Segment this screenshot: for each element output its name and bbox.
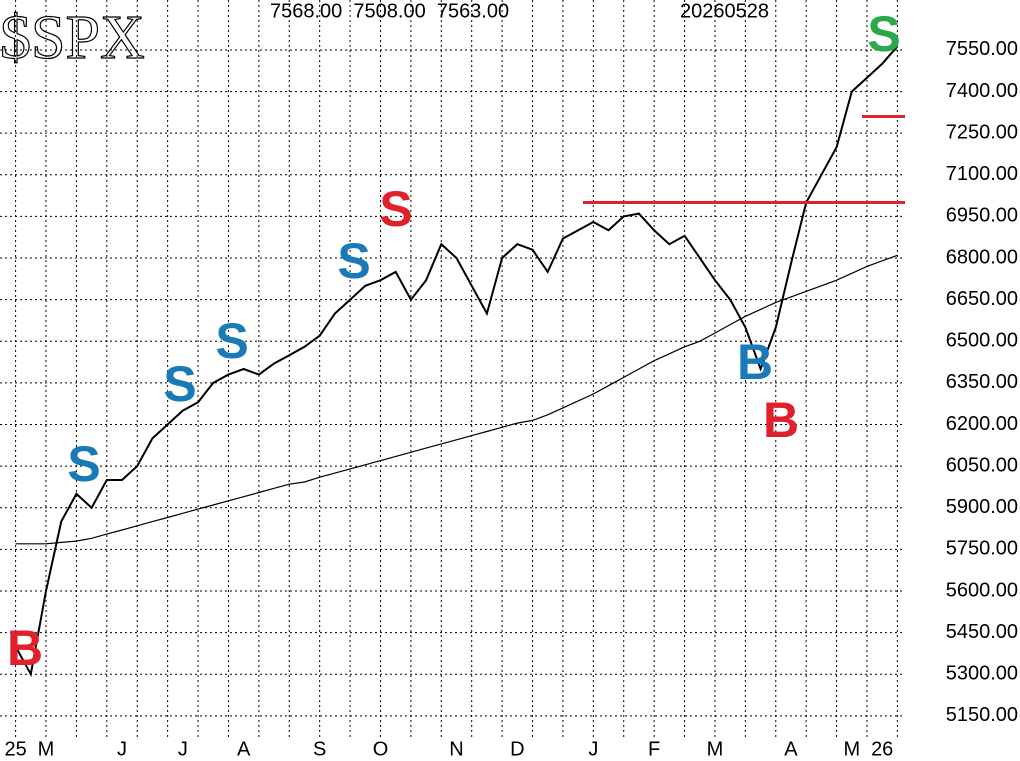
signal-label: B [737, 334, 773, 390]
x-tick-label: D [510, 738, 524, 760]
y-tick-label: 6500.00 [946, 330, 1018, 352]
x-tick-label: N [449, 738, 463, 760]
x-tick-label: A [784, 738, 798, 760]
y-tick-label: 7100.00 [946, 163, 1018, 185]
signal-label: S [215, 313, 248, 369]
x-tick-label: M [707, 738, 724, 760]
signal-label: S [867, 6, 900, 62]
y-tick-label: 5750.00 [946, 538, 1018, 560]
signal-label: B [7, 620, 43, 676]
x-tick-label: O [373, 738, 389, 760]
signal-label: S [163, 356, 196, 412]
x-tick-label: A [237, 738, 251, 760]
x-tick-label: M [843, 738, 860, 760]
y-tick-label: 6950.00 [946, 205, 1018, 227]
y-tick-label: 5300.00 [946, 663, 1018, 685]
y-tick-label: 7550.00 [946, 38, 1018, 60]
x-tick-label: S [313, 738, 326, 760]
y-tick-label: 6200.00 [946, 413, 1018, 435]
y-tick-label: 5600.00 [946, 579, 1018, 601]
x-tick-label: 25 [4, 738, 26, 760]
y-tick-label: 6050.00 [946, 454, 1018, 476]
y-tick-label: 5150.00 [946, 704, 1018, 726]
x-tick-label: M [38, 738, 55, 760]
price-line [15, 254, 898, 545]
x-tick-label: J [178, 738, 188, 760]
signal-label: S [379, 181, 412, 237]
y-tick-label: 6650.00 [946, 288, 1018, 310]
x-tick-label: J [117, 738, 127, 760]
y-tick-label: 7400.00 [946, 80, 1018, 102]
date-label: 20260528 [680, 0, 769, 22]
y-tick-label: 5900.00 [946, 496, 1018, 518]
signal-label: S [67, 436, 100, 492]
x-tick-label: F [648, 738, 660, 760]
price-line [14, 45, 899, 678]
y-tick-label: 7250.00 [946, 121, 1018, 143]
ohlc-label: 7568.00 7508.00 7563.00 [270, 0, 509, 22]
x-tick-label: J [588, 738, 598, 760]
y-tick-label: 6350.00 [946, 371, 1018, 393]
y-tick-label: 6800.00 [946, 246, 1018, 268]
signal-label: B [763, 392, 799, 448]
signal-label: S [337, 233, 370, 289]
chart-title: $SPX [0, 4, 145, 72]
x-tick-label: 26 [871, 738, 893, 760]
y-tick-label: 5450.00 [946, 621, 1018, 643]
